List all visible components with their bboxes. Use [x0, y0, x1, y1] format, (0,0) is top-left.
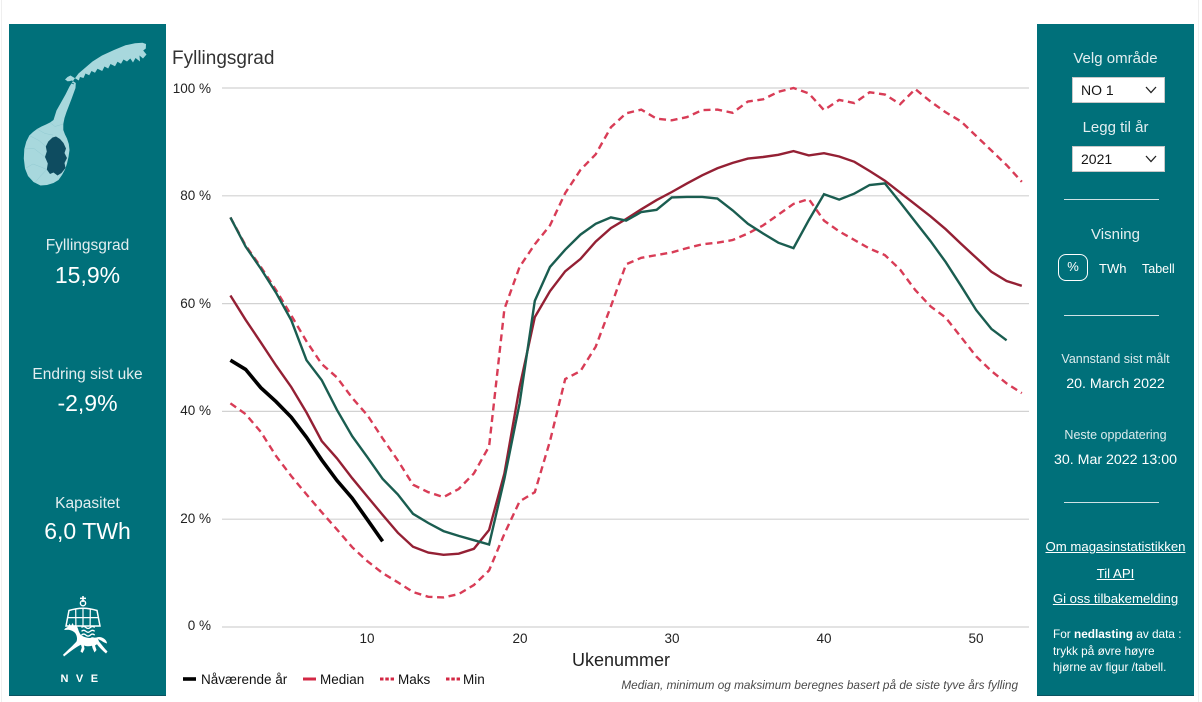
svg-text:NVE: NVE	[60, 673, 105, 684]
